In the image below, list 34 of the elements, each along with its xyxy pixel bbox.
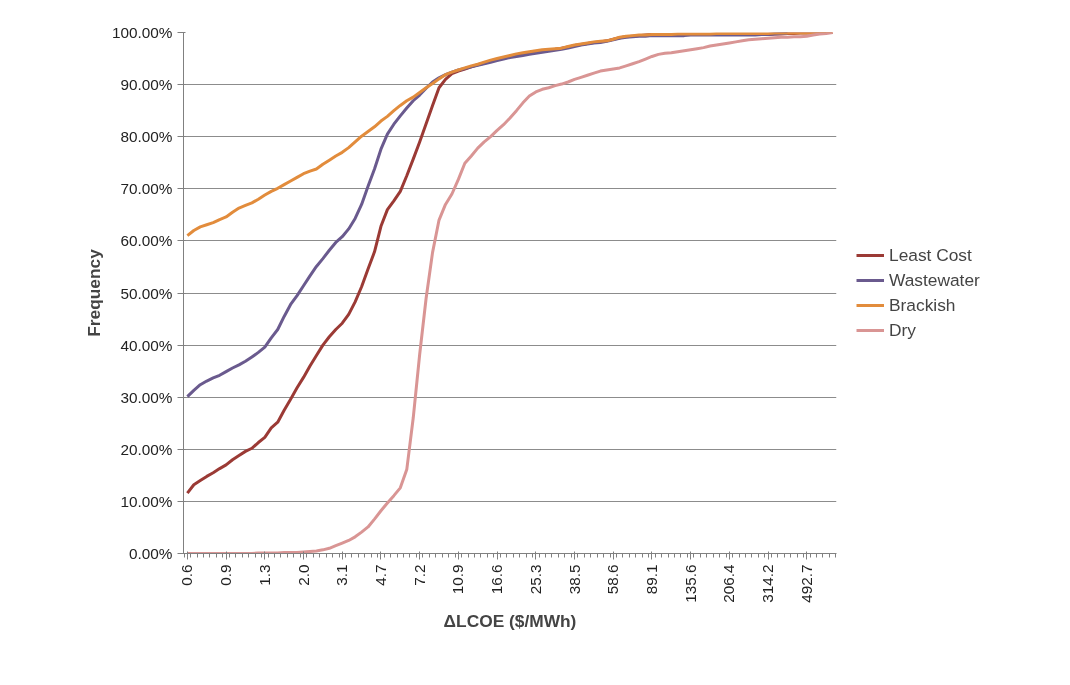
y-tick-label: 10.00% bbox=[120, 492, 173, 510]
x-axis-title: ΔLCOE ($/MWh) bbox=[443, 610, 577, 631]
y-tick-label: 30.00% bbox=[120, 388, 173, 406]
x-tick-label: 314.2 bbox=[759, 564, 777, 603]
y-tick-label: 50.00% bbox=[120, 284, 173, 302]
x-tick-label: 0.6 bbox=[178, 564, 196, 586]
legend-label: Dry bbox=[889, 319, 916, 341]
y-tick-label: 60.00% bbox=[120, 232, 173, 250]
x-tick-label: 7.2 bbox=[410, 564, 428, 586]
y-tick-label: 70.00% bbox=[120, 180, 173, 198]
legend-label: Least Cost bbox=[889, 244, 972, 266]
x-tick-label: 0.9 bbox=[217, 564, 235, 586]
y-tick-label: 90.00% bbox=[120, 76, 173, 94]
x-tick-label: 10.9 bbox=[449, 564, 467, 595]
x-tick-label: 2.0 bbox=[294, 564, 312, 586]
y-tick-label: 20.00% bbox=[120, 440, 173, 458]
x-tick-label: 1.3 bbox=[255, 564, 273, 586]
y-tick-label: 80.00% bbox=[120, 128, 173, 146]
y-axis-title: Frequency bbox=[83, 248, 104, 337]
x-tick-label: 58.6 bbox=[604, 564, 622, 595]
y-tick-label: 0.00% bbox=[129, 545, 173, 562]
x-tick-label: 135.6 bbox=[681, 564, 699, 603]
x-tick-label: 38.5 bbox=[565, 564, 583, 595]
y-tick-label: 100.00% bbox=[111, 24, 173, 41]
x-tick-label: 16.6 bbox=[488, 564, 506, 595]
x-tick-label: 492.7 bbox=[797, 564, 815, 603]
x-tick-label: 25.3 bbox=[526, 564, 544, 595]
legend-label: Wastewater bbox=[889, 269, 980, 291]
x-tick-label: 3.1 bbox=[333, 564, 351, 586]
x-tick-label: 89.1 bbox=[642, 564, 660, 595]
legend-label: Brackish bbox=[889, 294, 956, 316]
x-tick-label: 206.4 bbox=[720, 564, 738, 603]
y-tick-label: 40.00% bbox=[120, 336, 173, 354]
x-tick-label: 4.7 bbox=[371, 564, 389, 586]
